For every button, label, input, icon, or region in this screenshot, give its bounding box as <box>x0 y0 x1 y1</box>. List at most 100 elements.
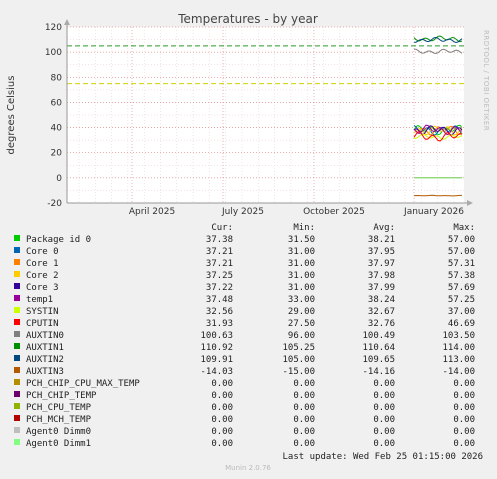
grid <box>67 26 464 204</box>
legend-value: 113.00 <box>442 355 475 365</box>
legend-value: 37.00 <box>448 307 475 317</box>
legend-value: 32.56 <box>206 307 233 317</box>
legend-value: 0.00 <box>293 379 315 389</box>
legend-value: 0.00 <box>453 427 475 437</box>
x-axis-arrow <box>467 200 473 206</box>
legend-value: 57.38 <box>448 271 475 281</box>
legend-value: 110.92 <box>200 343 233 353</box>
legend-value: 0.00 <box>293 415 315 425</box>
y-tick-label: 100 <box>45 48 62 58</box>
legend-value: 0.00 <box>293 427 315 437</box>
legend-column-header: Min: <box>293 223 315 233</box>
legend-value: 0.00 <box>211 415 233 425</box>
legend-value: 32.76 <box>368 319 395 329</box>
legend-value: 0.00 <box>373 439 395 449</box>
legend-value: 0.00 <box>453 439 475 449</box>
legend-series-name: Core 2 <box>26 271 59 281</box>
legend-swatch <box>14 283 20 289</box>
legend-value: 105.25 <box>282 343 315 353</box>
series-line-auxtin3 <box>413 194 462 197</box>
legend-value: -15.00 <box>282 367 315 377</box>
legend-value: 33.00 <box>288 295 315 305</box>
legend-value: 46.69 <box>448 319 475 329</box>
legend-value: 27.50 <box>288 319 315 329</box>
legend-value: 0.00 <box>211 391 233 401</box>
legend-value: -14.00 <box>442 367 475 377</box>
legend-swatch <box>14 403 20 409</box>
legend-swatch <box>14 295 20 301</box>
legend-value: 0.00 <box>211 427 233 437</box>
y-tick-label: 0 <box>56 174 62 184</box>
legend-value: 105.00 <box>282 355 315 365</box>
y-tick-label: -20 <box>47 199 62 209</box>
legend-value: 0.00 <box>453 403 475 413</box>
legend-column-header: Max: <box>453 223 475 233</box>
legend-swatch <box>14 259 20 265</box>
legend-swatch <box>14 319 20 325</box>
legend-value: 0.00 <box>373 403 395 413</box>
legend-value: 0.00 <box>373 379 395 389</box>
legend-value: 38.21 <box>368 235 395 245</box>
legend-value: 31.00 <box>288 259 315 269</box>
series-line-temp1 <box>413 124 463 136</box>
legend-value: 31.00 <box>288 283 315 293</box>
legend-value: 37.21 <box>206 247 233 257</box>
legend-swatch <box>14 343 20 349</box>
legend-value: 96.00 <box>288 331 315 341</box>
legend-value: 57.00 <box>448 247 475 257</box>
legend-value: 114.00 <box>442 343 475 353</box>
legend-series-name: temp1 <box>26 295 53 305</box>
legend-swatch <box>14 439 20 445</box>
legend-series-name: Package id 0 <box>26 235 91 245</box>
legend-value: 0.00 <box>293 391 315 401</box>
legend-value: 109.65 <box>362 355 395 365</box>
legend-value: 37.99 <box>368 283 395 293</box>
legend-value: 31.50 <box>288 235 315 245</box>
threshold-lines <box>67 45 464 85</box>
legend-series-name: Core 3 <box>26 283 59 293</box>
legend-column-header: Avg: <box>373 223 395 233</box>
legend-value: -14.03 <box>200 367 233 377</box>
legend-series-name: AUXTIN2 <box>26 355 64 365</box>
legend-value: -14.16 <box>362 367 395 377</box>
series-line-auxtin0 <box>414 48 463 55</box>
munin-version: Munin 2.0.76 <box>225 464 271 472</box>
legend-swatch <box>14 415 20 421</box>
legend-value: 100.63 <box>200 331 233 341</box>
legend-swatch <box>14 379 20 385</box>
axes <box>64 19 473 206</box>
x-tick-label: January 2026 <box>403 207 464 217</box>
legend-value: 109.91 <box>200 355 233 365</box>
rrdtool-watermark: RRDTOOL / TOBI OETIKER <box>482 30 490 131</box>
x-tick-label: July 2025 <box>221 207 264 217</box>
legend-value: 37.38 <box>206 235 233 245</box>
legend-series-name: Core 0 <box>26 247 59 257</box>
legend-value: 31.00 <box>288 247 315 257</box>
series-line-cputin <box>413 131 463 142</box>
legend-series-name: SYSTIN <box>26 307 59 317</box>
legend-series-name: Agent0 Dimm1 <box>26 439 91 449</box>
y-axis-arrow <box>64 19 70 25</box>
legend-swatch <box>14 391 20 397</box>
legend-value: 37.97 <box>368 259 395 269</box>
legend-value: 32.67 <box>368 307 395 317</box>
legend-value: 31.00 <box>288 271 315 281</box>
legend-series-name: PCH_CPU_TEMP <box>26 403 92 413</box>
legend-value: 37.25 <box>206 271 233 281</box>
legend-swatch <box>14 307 20 313</box>
legend-series-name: PCH_CHIP_CPU_MAX_TEMP <box>26 379 140 389</box>
legend-value: 38.24 <box>368 295 395 305</box>
chart-title: Temperatures - by year <box>177 12 318 26</box>
legend-value: 37.21 <box>206 259 233 269</box>
series-lines <box>413 35 463 197</box>
legend-series-name: Core 1 <box>26 259 59 269</box>
legend-swatch <box>14 355 20 361</box>
x-tick-label: April 2025 <box>129 207 175 217</box>
legend-series-name: AUXTIN1 <box>26 343 64 353</box>
legend-value: 57.00 <box>448 235 475 245</box>
last-update: Last update: Wed Feb 25 01:15:00 2026 <box>283 452 483 462</box>
legend-value: 0.00 <box>293 403 315 413</box>
legend-value: 0.00 <box>453 391 475 401</box>
